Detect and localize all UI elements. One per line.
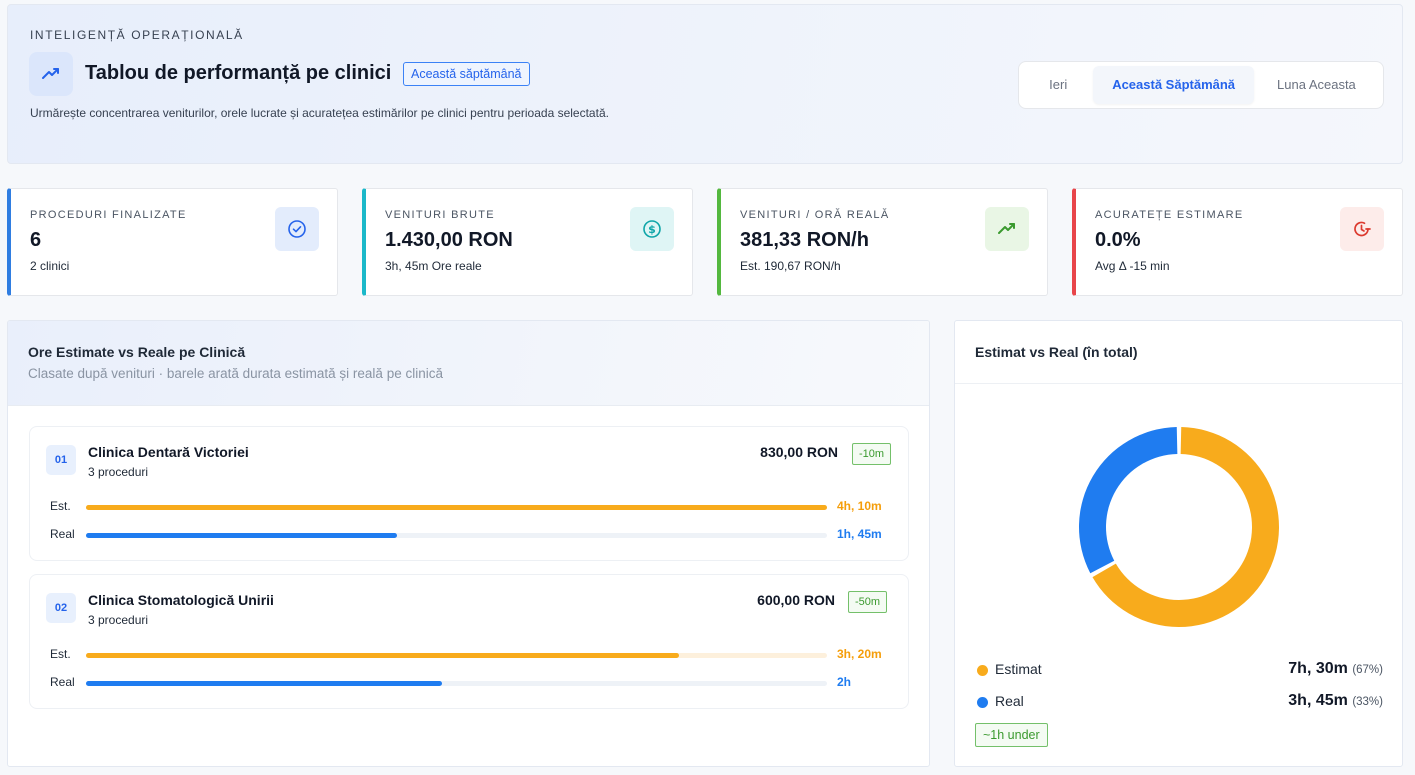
real-bar-fill bbox=[86, 681, 442, 686]
legend-dot bbox=[977, 665, 988, 676]
est-bar-track bbox=[86, 505, 827, 510]
real-bar-fill bbox=[86, 533, 398, 538]
legend-label: Estimat bbox=[995, 661, 1042, 677]
kpi-label: VENITURI / ORĂ REALĂ bbox=[740, 209, 890, 221]
legend-value-text: 3h, 45m bbox=[1288, 692, 1348, 709]
period-yesterday-button[interactable]: Ieri bbox=[1049, 77, 1068, 92]
kpi-label: PROCEDURI FINALIZATE bbox=[30, 209, 187, 221]
kpi-card-accuracy: ACURATEȚE ESTIMARE 0.0% Avg Δ -15 min bbox=[1072, 188, 1403, 296]
period-this-week-button[interactable]: Această Săptămână bbox=[1093, 66, 1254, 104]
legend-value: 7h, 30m (67%) bbox=[1288, 660, 1383, 678]
legend-dot bbox=[977, 697, 988, 708]
legend-value: 3h, 45m (33%) bbox=[1288, 692, 1383, 710]
totals-panel-title: Estimat vs Real (în total) bbox=[975, 344, 1138, 360]
legend-item-real: Real 3h, 45m (33%) bbox=[975, 692, 1383, 712]
est-value: 3h, 20m bbox=[837, 647, 882, 661]
page-description: Urmărește concentrarea veniturilor, orel… bbox=[30, 106, 609, 120]
trend-up-icon bbox=[29, 52, 73, 96]
real-label: Real bbox=[50, 675, 75, 689]
header-eyebrow: INTELIGENȚĂ OPERAȚIONALĂ bbox=[30, 28, 244, 42]
legend-value-text: 7h, 30m bbox=[1288, 660, 1348, 677]
kpi-value: 1.430,00 RON bbox=[385, 229, 513, 251]
kpi-label: ACURATEȚE ESTIMARE bbox=[1095, 209, 1244, 221]
clinic-revenue: 600,00 RON bbox=[757, 592, 835, 608]
clinics-panel-header: Ore Estimate vs Reale pe Clinică Clasate… bbox=[8, 321, 929, 406]
clinic-revenue: 830,00 RON bbox=[760, 444, 838, 460]
trend-up-icon bbox=[985, 207, 1029, 251]
kpi-value: 6 bbox=[30, 229, 42, 251]
kpi-label: VENITURI BRUTE bbox=[385, 209, 495, 221]
period-badge: Această săptămână bbox=[403, 62, 530, 86]
kpi-sub: Avg Δ -15 min bbox=[1095, 259, 1170, 273]
kpi-value: 0.0% bbox=[1095, 229, 1141, 251]
donut-chart bbox=[1079, 427, 1279, 627]
kpi-sub: 3h, 45m Ore reale bbox=[385, 259, 482, 273]
legend-item-estimat: Estimat 7h, 30m (67%) bbox=[975, 660, 1383, 680]
period-switch: Ieri Această Săptămână Luna Aceasta bbox=[1018, 61, 1384, 109]
check-circle-icon bbox=[275, 207, 319, 251]
real-bar-track bbox=[86, 533, 827, 538]
clinics-panel-subtitle: Clasate după venituri · barele arată dur… bbox=[28, 366, 443, 381]
donut-slice-real bbox=[1079, 427, 1178, 574]
est-bar-track bbox=[86, 653, 827, 658]
est-bar-fill bbox=[86, 653, 679, 658]
clinic-name: Clinica Stomatologică Unirii bbox=[88, 592, 274, 608]
clinic-delta-badge: -50m bbox=[848, 591, 888, 613]
legend-percent: (67%) bbox=[1352, 664, 1383, 676]
est-label: Est. bbox=[50, 499, 71, 513]
clinic-rank: 02 bbox=[46, 593, 76, 623]
legend-percent: (33%) bbox=[1352, 696, 1383, 708]
dollar-icon: $ bbox=[630, 207, 674, 251]
clinic-card[interactable]: 02 Clinica Stomatologică Unirii 3 proced… bbox=[29, 574, 909, 709]
page-header: INTELIGENȚĂ OPERAȚIONALĂ Tablou de perfo… bbox=[7, 4, 1403, 164]
est-label: Est. bbox=[50, 647, 71, 661]
est-value: 4h, 10m bbox=[837, 499, 882, 513]
period-this-month-button[interactable]: Luna Aceasta bbox=[1277, 77, 1356, 92]
divider bbox=[955, 383, 1402, 384]
kpi-card-revenue: VENITURI BRUTE 1.430,00 RON 3h, 45m Ore … bbox=[362, 188, 693, 296]
clinic-delta-badge: -10m bbox=[852, 443, 892, 465]
kpi-sub: 2 clinici bbox=[30, 259, 70, 273]
real-label: Real bbox=[50, 527, 75, 541]
page-title: Tablou de performanță pe clinici bbox=[85, 62, 392, 84]
real-bar-track bbox=[86, 681, 827, 686]
clinic-procedures: 3 proceduri bbox=[88, 613, 149, 627]
kpi-sub: Est. 190,67 RON/h bbox=[740, 259, 841, 273]
real-value: 1h, 45m bbox=[837, 527, 882, 541]
kpi-card-procedures: PROCEDURI FINALIZATE 6 2 clinici bbox=[7, 188, 338, 296]
kpi-card-revenue-per-hour: VENITURI / ORĂ REALĂ 381,33 RON/h Est. 1… bbox=[717, 188, 1048, 296]
clock-alert-icon bbox=[1340, 207, 1384, 251]
under-estimate-badge: ~1h under bbox=[975, 723, 1048, 747]
legend-label: Real bbox=[995, 693, 1024, 709]
clinic-name: Clinica Dentară Victoriei bbox=[88, 444, 249, 460]
totals-panel: Estimat vs Real (în total) Estimat 7h, 3… bbox=[954, 320, 1403, 767]
clinic-card[interactable]: 01 Clinica Dentară Victoriei 3 proceduri… bbox=[29, 426, 909, 561]
clinic-rank: 01 bbox=[46, 445, 76, 475]
clinics-panel-title: Ore Estimate vs Reale pe Clinică bbox=[28, 344, 246, 360]
real-value: 2h bbox=[837, 675, 852, 689]
kpi-value: 381,33 RON/h bbox=[740, 229, 869, 251]
svg-text:$: $ bbox=[648, 223, 656, 236]
clinic-procedures: 3 proceduri bbox=[88, 465, 149, 479]
clinics-panel: Ore Estimate vs Reale pe Clinică Clasate… bbox=[7, 320, 930, 767]
donut-slice-estimat bbox=[1092, 427, 1279, 627]
est-bar-fill bbox=[86, 505, 827, 510]
